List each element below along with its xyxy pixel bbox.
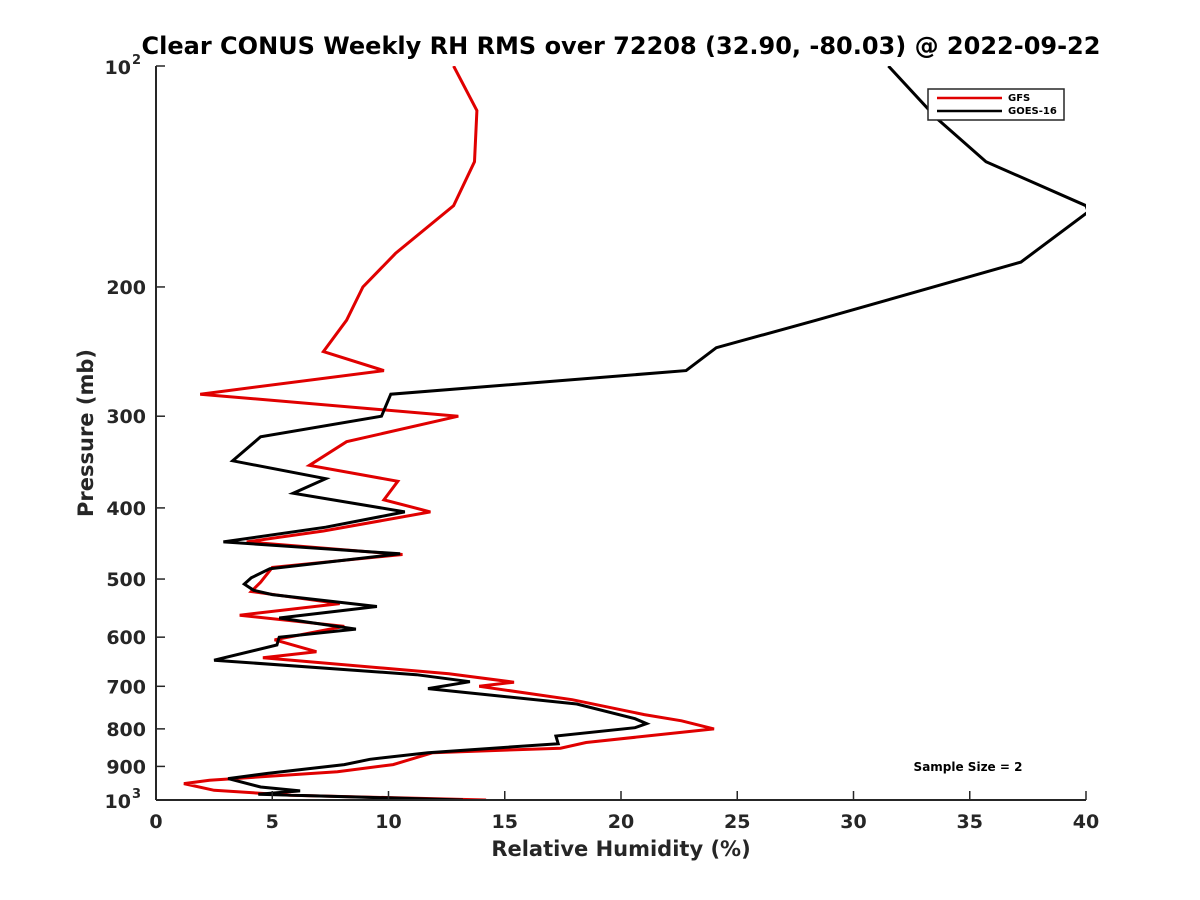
y-tick-exponent: 3 xyxy=(132,787,141,802)
x-axis-label: Relative Humidity (%) xyxy=(491,837,750,861)
x-ticks: 0 5 10 15 20 25 30 35 40 xyxy=(149,791,1099,833)
y-tick-label: 10 xyxy=(105,57,131,79)
chart-title: Clear CONUS Weekly RH RMS over 72208 (32… xyxy=(142,32,1101,60)
legend-box xyxy=(927,88,1065,121)
legend-label-goes16: GOES-16 xyxy=(1008,106,1057,117)
x-tick-label: 15 xyxy=(492,811,518,833)
x-tick-label: 20 xyxy=(608,811,634,833)
y-tick-label: 400 xyxy=(106,498,146,520)
y-tick-label: 800 xyxy=(106,719,146,741)
legend: GFS GOES-16 xyxy=(927,88,1065,121)
x-tick-label: 30 xyxy=(840,811,866,833)
legend-label-gfs: GFS xyxy=(1008,93,1030,104)
y-tick-label: 900 xyxy=(106,756,146,778)
y-tick-label: 500 xyxy=(106,569,146,591)
series-line-goes16 xyxy=(213,66,1086,800)
x-tick-label: 5 xyxy=(266,811,279,833)
sample-size-annotation: Sample Size = 2 xyxy=(914,760,1023,774)
y-tick-label: 300 xyxy=(106,406,146,428)
y-tick-label: 200 xyxy=(106,277,146,299)
y-axis-label: Pressure (mb) xyxy=(74,349,98,517)
y-tick-label: 10 xyxy=(105,791,131,813)
y-tick-exponent: 2 xyxy=(132,53,141,68)
y-tick-label: 700 xyxy=(106,676,146,698)
y-tick-label: 600 xyxy=(106,627,146,649)
x-tick-label: 25 xyxy=(724,811,750,833)
x-tick-label: 0 xyxy=(149,811,162,833)
x-tick-label: 40 xyxy=(1073,811,1099,833)
x-tick-label: 35 xyxy=(957,811,983,833)
plot-area xyxy=(183,66,1086,800)
x-tick-label: 10 xyxy=(375,811,401,833)
